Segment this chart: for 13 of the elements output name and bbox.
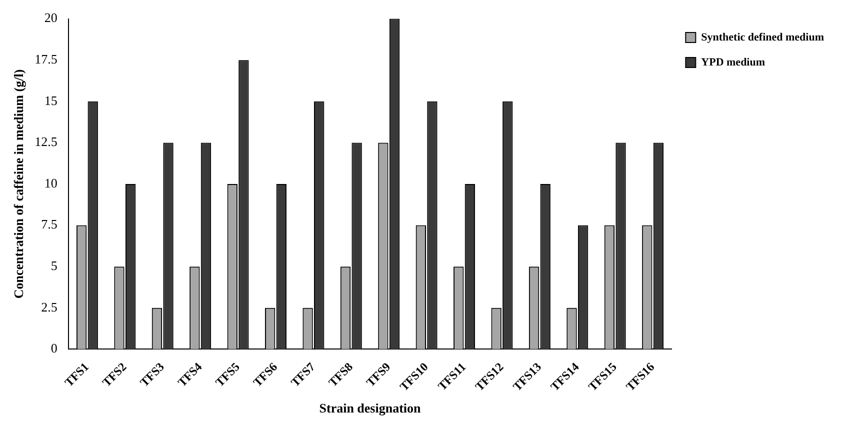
y-tick-label: 17.5	[34, 52, 58, 67]
y-tick-label: 12.5	[34, 134, 58, 150]
x-axis-title: Strain designation	[319, 400, 422, 416]
legend-label: YPD medium	[701, 56, 766, 68]
y-tick-label: 10	[44, 175, 58, 190]
y-axis-title: Concentration of caffeine in medium (g/l)	[11, 69, 26, 299]
y-tick-label: 7.5	[41, 216, 58, 232]
y-tick-label: 2.5	[41, 299, 58, 314]
y-tick-label: 0	[50, 340, 58, 356]
y-tick-label: 5	[50, 258, 58, 273]
y-tick-label: 20	[44, 10, 58, 26]
y-tick-label: 15	[44, 92, 58, 108]
legend-label: Synthetic defined medium	[701, 31, 824, 44]
